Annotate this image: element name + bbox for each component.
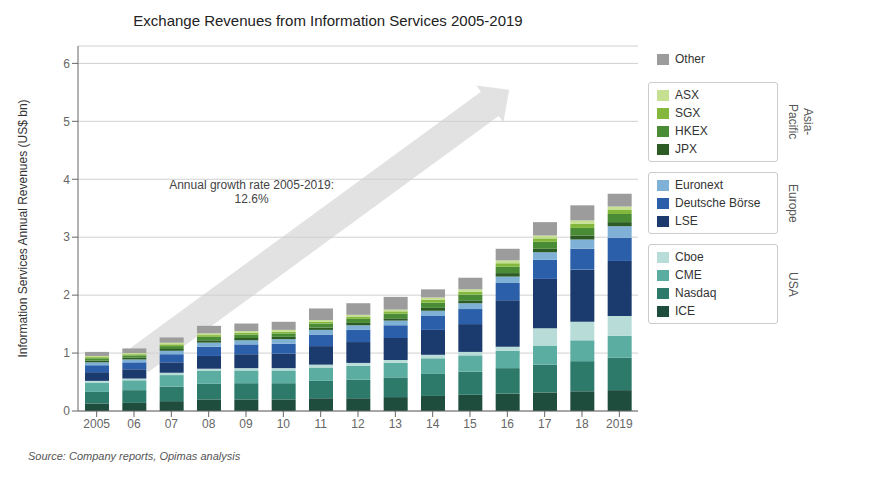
svg-text:Information Services Annual Re: Information Services Annual Revenues (US… (16, 99, 30, 357)
html-text:ASX: ASX (675, 88, 699, 102)
svg-text:2019: 2019 (606, 417, 633, 431)
html-text:Source: Company reports, Opima: Source: Company reports, Opimas analysis (28, 450, 241, 462)
svg-text:16: 16 (501, 417, 515, 431)
html-text:Asia- Pacific: Asia- Pacific (786, 104, 815, 140)
html-text:Other: Other (675, 52, 705, 66)
html-text:Deutsche Börse: Deutsche Börse (675, 196, 761, 210)
svg-text:18: 18 (575, 417, 589, 431)
svg-text:12: 12 (351, 417, 365, 431)
svg-text:08: 08 (202, 417, 216, 431)
html-text:Europe: Europe (786, 183, 801, 223)
svg-text:11: 11 (314, 417, 327, 431)
html-text:Cboe: Cboe (675, 250, 704, 264)
html-text:JPX: JPX (675, 142, 697, 156)
html-text:Euronext: Euronext (675, 178, 723, 192)
svg-text:0: 0 (63, 404, 70, 418)
svg-text:13: 13 (389, 417, 403, 431)
svg-text:4: 4 (63, 173, 70, 187)
html-text:USA: USA (786, 271, 801, 297)
svg-text:1: 1 (63, 346, 70, 360)
svg-text:6: 6 (63, 57, 70, 71)
svg-text:06: 06 (127, 417, 141, 431)
html-text:Exchange Revenues from Informa: Exchange Revenues from Information Servi… (133, 12, 523, 29)
svg-text:15: 15 (463, 417, 477, 431)
svg-text:09: 09 (239, 417, 253, 431)
html-text:Nasdaq: Nasdaq (675, 286, 717, 300)
html-text:LSE: LSE (675, 214, 698, 228)
svg-text:07: 07 (165, 417, 179, 431)
svg-text:14: 14 (426, 417, 440, 431)
svg-text:2: 2 (63, 288, 70, 302)
html-text:ICE: ICE (675, 304, 695, 318)
svg-text:2005: 2005 (83, 417, 110, 431)
html-text:SGX: SGX (675, 106, 701, 120)
svg-text:3: 3 (63, 230, 70, 244)
html-text:Annual growth rate 2005-2019:: Annual growth rate 2005-2019: 12.6% (169, 178, 334, 206)
svg-text:5: 5 (63, 115, 70, 129)
html-text:HKEX: HKEX (675, 124, 708, 138)
svg-text:10: 10 (277, 417, 291, 431)
svg-text:17: 17 (538, 417, 552, 431)
html-text:CME: CME (675, 268, 702, 282)
